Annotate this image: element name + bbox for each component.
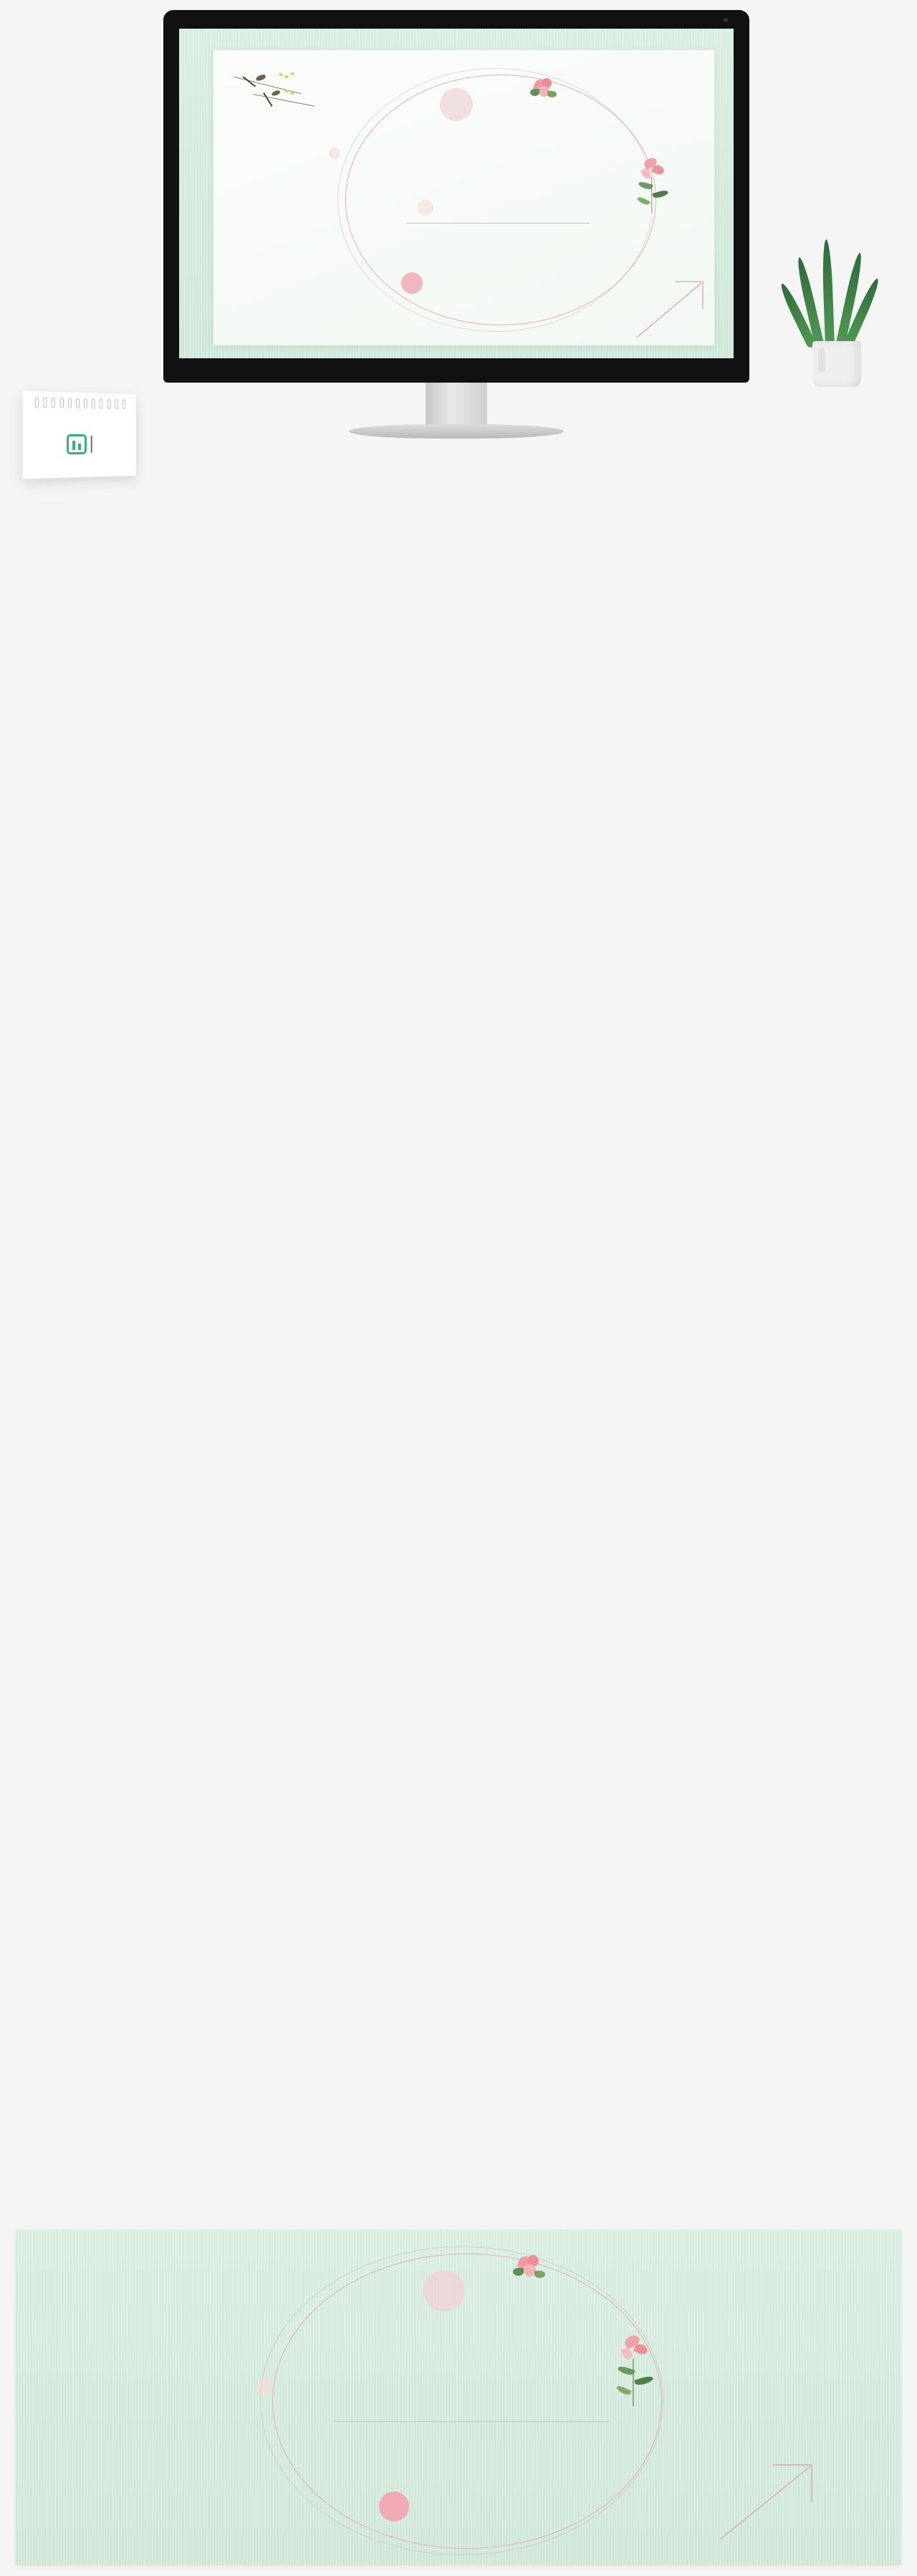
bird-twig-icon bbox=[234, 65, 320, 115]
plant-pot bbox=[812, 341, 861, 387]
brand-calendar bbox=[22, 391, 139, 479]
final-divider bbox=[334, 2421, 610, 2422]
monitor-stand-neck bbox=[426, 383, 487, 427]
decor-dot bbox=[328, 147, 340, 159]
arrow-flourish-icon bbox=[636, 281, 704, 338]
webcam-icon bbox=[724, 18, 728, 22]
lily-flower-icon bbox=[634, 154, 676, 219]
brand-domain bbox=[23, 455, 136, 456]
cover-ring-outer bbox=[337, 68, 653, 332]
logo-divider bbox=[91, 435, 92, 453]
monitor-stand-base bbox=[349, 424, 564, 439]
cover-divider bbox=[406, 223, 590, 224]
potted-plant bbox=[777, 236, 882, 387]
monitor-mockup bbox=[163, 10, 749, 439]
brand-logo bbox=[23, 434, 136, 455]
monitor-screen bbox=[179, 29, 734, 358]
lily-flower-icon bbox=[613, 2330, 658, 2416]
arrow-flourish-icon bbox=[719, 2464, 812, 2540]
calendar-page bbox=[22, 391, 137, 479]
final-slide bbox=[16, 2230, 901, 2565]
hero-section bbox=[0, 0, 917, 502]
calendar-rings bbox=[34, 397, 126, 410]
flower-icon bbox=[512, 2252, 549, 2287]
final-ring-outer bbox=[260, 2246, 663, 2555]
brand-mark-icon bbox=[67, 434, 87, 455]
cover-slide bbox=[179, 29, 734, 358]
flower-icon bbox=[529, 75, 560, 105]
